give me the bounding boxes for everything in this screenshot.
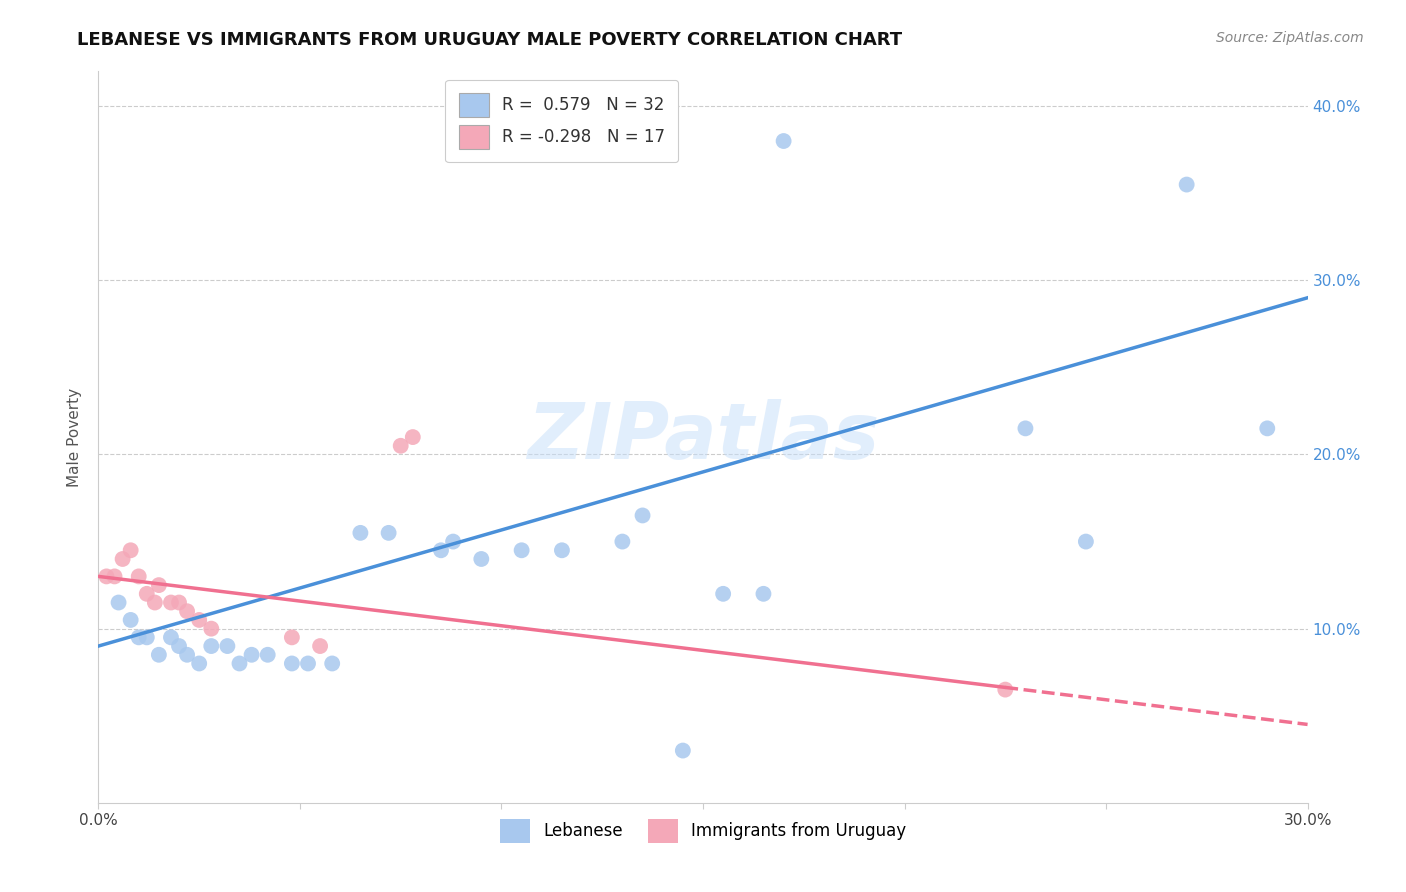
Point	[167, 595, 190, 609]
Point	[551, 543, 574, 558]
Point	[256, 648, 278, 662]
Point	[240, 648, 263, 662]
Point	[510, 543, 533, 558]
Point	[167, 639, 190, 653]
Text: ZIPatlas: ZIPatlas	[527, 399, 879, 475]
Point	[321, 657, 343, 671]
Point	[176, 604, 198, 618]
Point	[672, 743, 695, 757]
Point	[228, 657, 250, 671]
Point	[107, 595, 129, 609]
Point	[128, 631, 150, 645]
Point	[752, 587, 775, 601]
Point	[281, 631, 304, 645]
Text: LEBANESE VS IMMIGRANTS FROM URUGUAY MALE POVERTY CORRELATION CHART: LEBANESE VS IMMIGRANTS FROM URUGUAY MALE…	[77, 31, 903, 49]
Point	[160, 631, 183, 645]
Point	[430, 543, 453, 558]
Point	[103, 569, 125, 583]
Y-axis label: Male Poverty: Male Poverty	[67, 387, 83, 487]
Point	[128, 569, 150, 583]
Point	[143, 595, 166, 609]
Point	[994, 682, 1017, 697]
Point	[377, 525, 399, 540]
Point	[1175, 178, 1198, 192]
Legend: Lebanese, Immigrants from Uruguay: Lebanese, Immigrants from Uruguay	[494, 813, 912, 849]
Point	[309, 639, 332, 653]
Point	[135, 631, 157, 645]
Point	[389, 439, 412, 453]
Point	[281, 657, 304, 671]
Point	[111, 552, 134, 566]
Point	[297, 657, 319, 671]
Point	[160, 595, 183, 609]
Point	[1256, 421, 1278, 435]
Point	[148, 578, 170, 592]
Point	[631, 508, 654, 523]
Point	[711, 587, 734, 601]
Point	[441, 534, 464, 549]
Point	[120, 543, 142, 558]
Point	[1074, 534, 1097, 549]
Point	[200, 622, 222, 636]
Point	[470, 552, 492, 566]
Point	[772, 134, 794, 148]
Point	[612, 534, 634, 549]
Point	[148, 648, 170, 662]
Point	[1014, 421, 1036, 435]
Point	[200, 639, 222, 653]
Point	[96, 569, 118, 583]
Point	[402, 430, 425, 444]
Point	[176, 648, 198, 662]
Point	[135, 587, 157, 601]
Point	[188, 613, 211, 627]
Text: Source: ZipAtlas.com: Source: ZipAtlas.com	[1216, 31, 1364, 45]
Point	[188, 657, 211, 671]
Point	[349, 525, 371, 540]
Point	[217, 639, 239, 653]
Point	[120, 613, 142, 627]
